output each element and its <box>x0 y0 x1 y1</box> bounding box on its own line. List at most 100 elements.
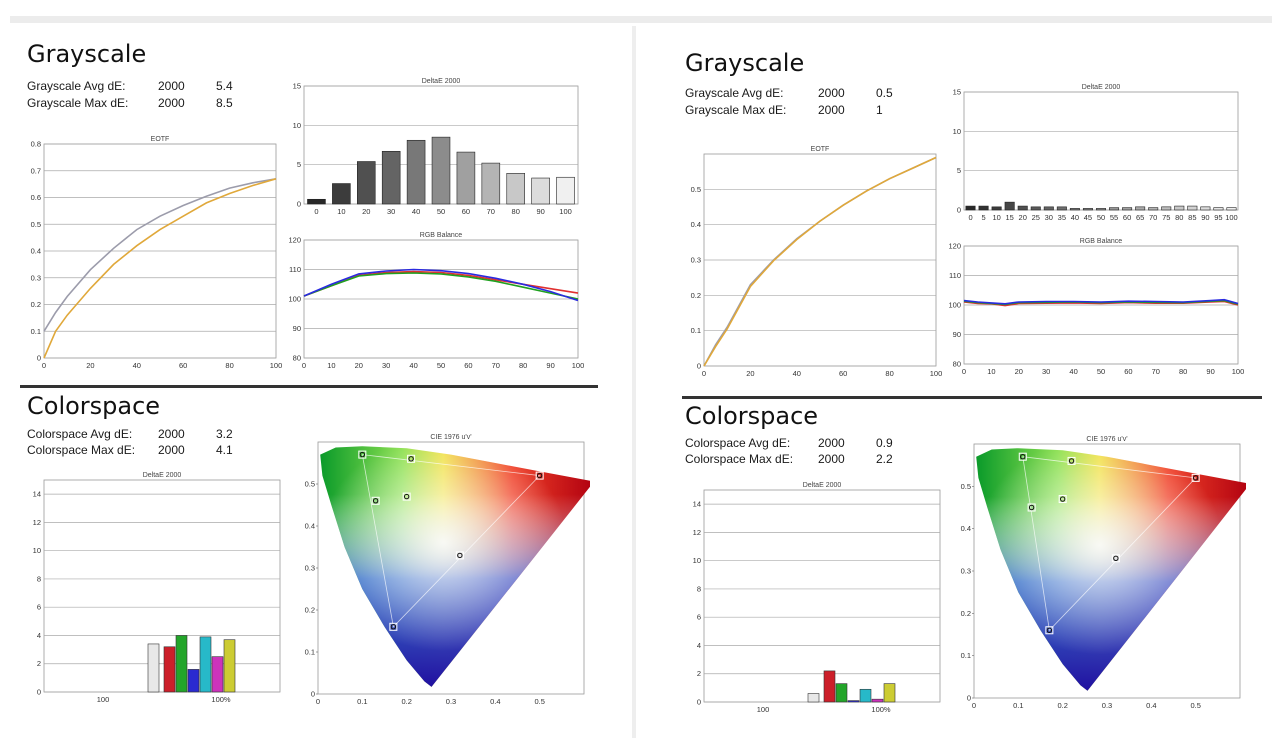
y-tick-label: 80 <box>953 360 961 369</box>
series-line <box>43 178 277 359</box>
target-point <box>1191 473 1200 482</box>
chart-title: DeltaE 2000 <box>422 78 461 85</box>
bar <box>1135 206 1146 211</box>
y-tick-label: 0.1 <box>691 326 701 335</box>
y-tick-label: 10 <box>953 127 961 136</box>
x-tick-label: 45 <box>1084 213 1092 222</box>
stat-standard: 2000 <box>818 436 845 450</box>
x-tick-label: 80 <box>512 207 520 216</box>
x-tick-label: 95 <box>1214 213 1222 222</box>
bar <box>1017 205 1028 211</box>
bar <box>147 643 160 693</box>
plot-area <box>43 479 281 693</box>
x-tick-label: 25 <box>1032 213 1040 222</box>
x-tick-label: 60 <box>1123 213 1131 222</box>
bar <box>357 161 376 205</box>
x-tick-label: 20 <box>1015 367 1023 376</box>
x-tick-label: 0.5 <box>534 697 544 706</box>
x-tick-label: 0 <box>302 361 306 370</box>
y-tick-label: 0.5 <box>691 185 701 194</box>
x-tick-label: 80 <box>1179 367 1187 376</box>
target-point <box>407 454 416 463</box>
y-tick-label: 0.6 <box>31 193 41 202</box>
measured-point <box>1020 454 1026 460</box>
y-tick-label: 14 <box>693 500 701 509</box>
x-tick-label: 100% <box>211 695 231 704</box>
x-tick-label: 0 <box>972 701 976 710</box>
x-tick-label: 0.4 <box>1146 701 1156 710</box>
colorspace-heading: Colorspace <box>27 392 161 420</box>
bar <box>175 635 188 693</box>
stat-label: Grayscale Avg dE: <box>685 86 784 100</box>
bar <box>1226 207 1237 211</box>
chart-title: EOTF <box>811 146 830 153</box>
chart-svg: DeltaE 2000 0 2 4 6 8 10 12 14 100 100% <box>33 472 281 704</box>
y-tick-label: 0 <box>37 688 41 697</box>
y-tick-label: 6 <box>697 613 701 622</box>
stat-value: 0.9 <box>876 436 893 450</box>
y-tick-label: 0.4 <box>691 220 701 229</box>
y-tick-label: 0.1 <box>305 648 315 657</box>
bar <box>1056 206 1067 211</box>
bar <box>211 656 224 693</box>
bar <box>1174 205 1185 211</box>
y-tick-label: 0 <box>297 200 301 209</box>
y-tick-label: 8 <box>697 584 701 593</box>
x-tick-label: 50 <box>1097 367 1105 376</box>
x-tick-label: 10 <box>327 361 335 370</box>
x-tick-label: 15 <box>1005 213 1013 222</box>
bar <box>807 693 820 703</box>
y-tick-label: 0.5 <box>31 220 41 229</box>
stat-standard: 2000 <box>818 86 845 100</box>
x-tick-label: 20 <box>746 369 754 378</box>
y-tick-label: 100 <box>288 295 301 304</box>
panel-divider <box>632 26 636 738</box>
bar <box>1109 207 1120 211</box>
y-tick-label: 0.8 <box>31 140 41 149</box>
y-tick-label: 0.2 <box>961 609 971 618</box>
chart-title: DeltaE 2000 <box>143 472 182 479</box>
x-tick-label: 20 <box>1019 213 1027 222</box>
stat-label: Colorspace Avg dE: <box>27 427 133 441</box>
stat-value: 0.5 <box>876 86 893 100</box>
x-tick-label: 100 <box>559 207 572 216</box>
bar <box>187 669 200 693</box>
target-point <box>455 551 464 560</box>
bar <box>556 176 575 205</box>
bar <box>859 688 872 703</box>
x-tick-label: 80 <box>1175 213 1183 222</box>
gamut-triangle <box>361 454 541 628</box>
y-tick-label: 90 <box>293 324 301 333</box>
grayscale-heading: Grayscale <box>27 40 147 68</box>
y-tick-label: 0.5 <box>961 482 971 491</box>
x-tick-label: 0 <box>962 367 966 376</box>
x-tick-label: 35 <box>1058 213 1066 222</box>
x-tick-label: 30 <box>1042 367 1050 376</box>
x-tick-label: 10 <box>337 207 345 216</box>
measured-point <box>403 493 410 500</box>
y-tick-label: 10 <box>293 121 301 130</box>
deltae-grayscale-chart: DeltaE 2000 0 5 10 15 0 5 10 15 20 25 30 35 40 45 50 55 6… <box>944 80 1244 226</box>
y-tick-label: 90 <box>953 330 961 339</box>
bar <box>871 698 884 703</box>
stat-label: Grayscale Max dE: <box>685 103 787 117</box>
y-tick-label: 14 <box>33 490 41 499</box>
chart-title: CIE 1976 u'v' <box>1086 436 1127 443</box>
target-point <box>1058 495 1067 504</box>
x-tick-label: 55 <box>1110 213 1118 222</box>
bar <box>1187 205 1198 211</box>
chart-title: DeltaE 2000 <box>1082 84 1121 91</box>
x-tick-label: 100 <box>1232 367 1244 376</box>
x-tick-label: 20 <box>86 361 94 370</box>
y-tick-label: 120 <box>948 242 961 251</box>
y-tick-label: 4 <box>697 641 701 650</box>
x-tick-label: 40 <box>1071 213 1079 222</box>
x-tick-label: 75 <box>1162 213 1170 222</box>
chart-svg: CIE 1976 u'v' 0 0.1 0.2 0.3 0.4 0.5 0 0.1 0.2 0.3 0… <box>305 434 590 706</box>
bar <box>506 173 525 205</box>
x-tick-label: 50 <box>437 207 445 216</box>
stat-standard: 2000 <box>158 427 185 441</box>
bar <box>1096 208 1106 211</box>
x-tick-label: 30 <box>382 361 390 370</box>
